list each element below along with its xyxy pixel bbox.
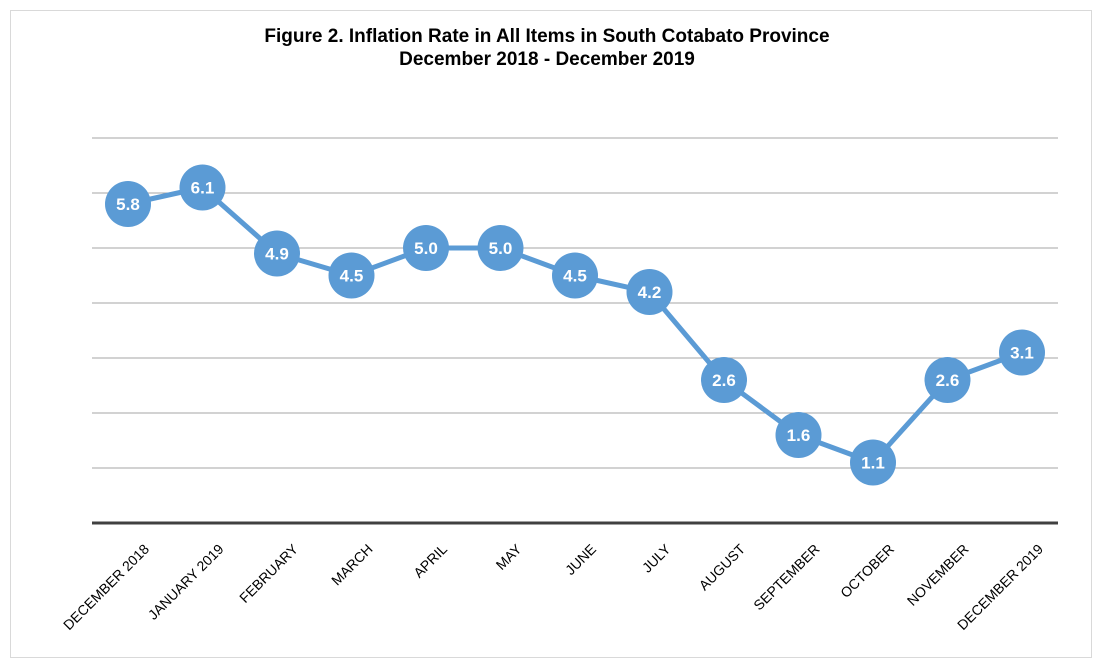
data-label: 3.1: [1010, 344, 1034, 363]
data-label: 5.0: [489, 239, 513, 258]
x-tick-label: NOVEMBER: [904, 541, 972, 609]
data-label: 5.8: [116, 195, 140, 214]
chart-frame: [10, 10, 1092, 658]
data-label: 6.1: [191, 179, 215, 198]
data-label: 4.5: [340, 267, 364, 286]
x-tick-label: MARCH: [328, 541, 376, 589]
data-point: [924, 357, 971, 403]
x-tick-label: JUNE: [562, 541, 599, 578]
data-label: 2.6: [936, 371, 960, 390]
x-tick-label: JULY: [639, 540, 674, 575]
data-point: [999, 329, 1045, 376]
x-tick-label: OCTOBER: [837, 541, 897, 601]
data-point: [701, 357, 747, 403]
data-point: [850, 439, 896, 486]
data-point: [552, 252, 598, 299]
data-point: [254, 230, 300, 277]
x-tick-label: AUGUST: [696, 540, 749, 593]
data-point: [626, 269, 673, 315]
chart-title: Figure 2. Inflation Rate in All Items in…: [0, 25, 1094, 71]
x-tick-label: FEBRUARY: [236, 540, 302, 606]
chart-subtitle: December 2018 - December 2019: [399, 49, 695, 70]
series-line-layer: [127, 185, 1023, 465]
data-label: 2.6: [712, 371, 736, 390]
x-tick-label: DECEMBER 2018: [60, 541, 152, 633]
data-point: [775, 412, 822, 458]
series-line: [127, 185, 1023, 465]
data-label: 4.2: [638, 283, 662, 302]
data-label: 1.1: [861, 454, 885, 473]
x-tick-label: MAY: [493, 540, 525, 572]
data-label: 1.6: [787, 426, 811, 445]
data-label: 4.9: [265, 245, 289, 264]
data-point: [328, 252, 375, 299]
data-points: 5.8 6.1 4.9 4.5 5.0 5.0 4.5 4.2 2.6 1.6 1.1 2.6 3.1: [105, 164, 1045, 486]
gridlines: [92, 137, 1058, 469]
data-point: [403, 225, 449, 271]
x-tick-label: SEPTEMBER: [750, 541, 822, 613]
chart-title-line-1: Figure 2. Inflation Rate in All Items in…: [264, 26, 830, 47]
data-label: 4.5: [563, 267, 587, 286]
data-label: 5.0: [414, 239, 438, 258]
x-tick-label: JANUARY 2019: [145, 541, 227, 623]
x-tick-label: APRIL: [410, 541, 450, 581]
data-point: [477, 225, 524, 271]
data-point: [179, 164, 226, 211]
data-point: [105, 181, 151, 227]
